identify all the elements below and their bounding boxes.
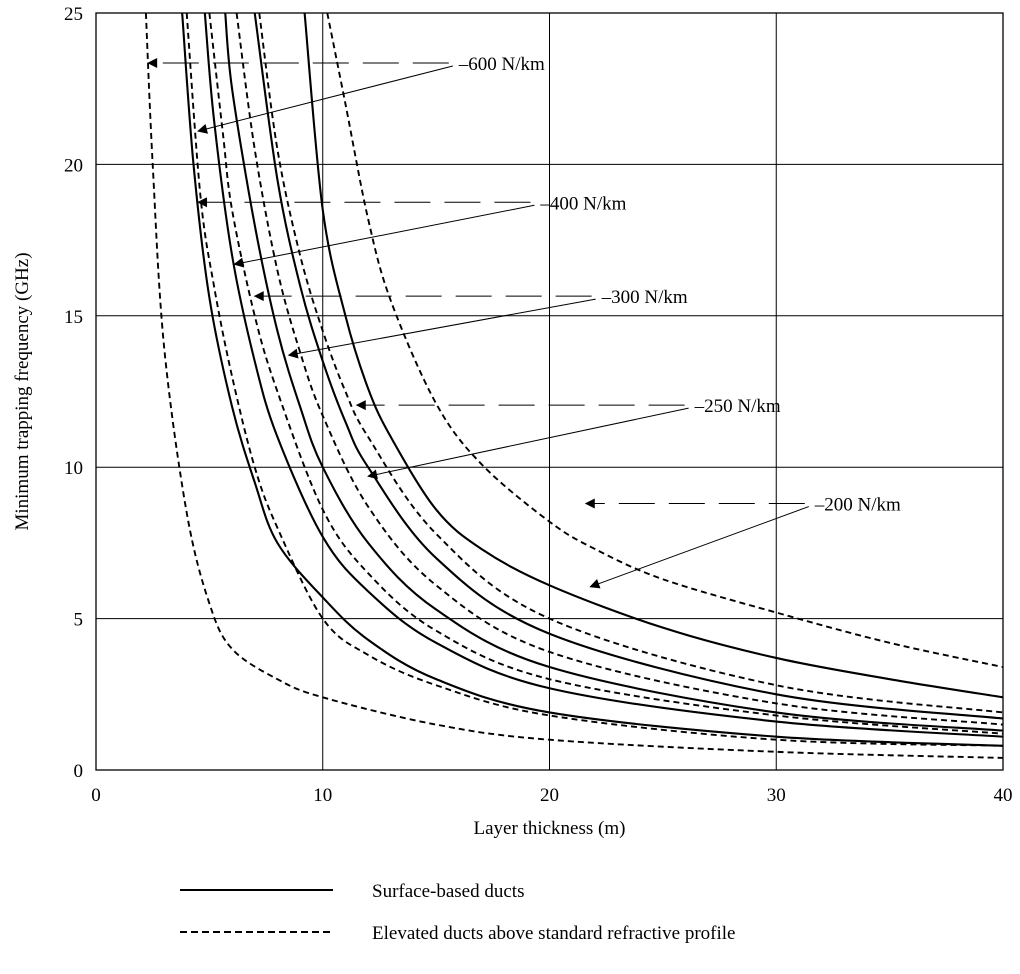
y-tick-label: 25 [64, 4, 83, 25]
annotation-label: –200 N/km [814, 495, 901, 516]
x-tick-label: 40 [994, 785, 1013, 806]
y-tick-label: 20 [64, 155, 83, 176]
y-tick-label: 15 [64, 307, 83, 328]
annotation-label: –600 N/km [458, 54, 545, 75]
legend-label: Surface-based ducts [372, 881, 524, 902]
y-tick-label: 10 [64, 458, 83, 479]
annotation-layer: –600 N/km –400 N/km –300 N/km –250 N/km –200… [147, 54, 901, 589]
plot-frame [95, 12, 1004, 771]
x-tick-label: 10 [313, 785, 332, 806]
x-tick-label: 20 [540, 785, 559, 806]
annotation-solid-leader [367, 407, 689, 480]
series-line-solid-5 [224, 13, 1003, 732]
series-line-dashed-4 [208, 13, 1003, 735]
legend-label: Elevated ducts above standard refractive… [372, 923, 735, 944]
series-line-solid-9 [303, 13, 1003, 699]
annotation-solid-leader [233, 204, 535, 268]
annotation-label: –250 N/km [694, 396, 781, 417]
y-axis-label: Minimum trapping frequency (GHz) [12, 252, 33, 530]
series-line-solid-3 [203, 13, 1003, 738]
series-line-solid-1 [181, 13, 1003, 747]
x-tick-label: 30 [767, 785, 786, 806]
tick-labels: 0 10 20 30 40 0 5 10 15 20 25 [64, 4, 1013, 806]
series-line-dashed-8 [258, 13, 1003, 714]
grid [96, 13, 1003, 770]
series-line-dashed-6 [235, 13, 1003, 726]
series-layer [144, 13, 1003, 759]
series-line-dashed-2 [185, 13, 1003, 747]
annotation-solid-leader [197, 65, 453, 134]
series-line-dashed-10 [326, 13, 1003, 668]
x-axis-label: Layer thickness (m) [474, 818, 626, 839]
legend: Surface-based ducts Elevated ducts above … [180, 881, 735, 944]
annotation-label: –300 N/km [601, 287, 688, 308]
annotation-solid-leader [287, 298, 596, 359]
y-tick-label: 5 [74, 610, 84, 631]
series-line-solid-7 [253, 13, 1003, 720]
annotation-label: –400 N/km [539, 193, 626, 214]
x-tick-label: 0 [91, 785, 101, 806]
y-tick-label: 0 [74, 761, 84, 782]
annotation-solid-leader [589, 506, 809, 589]
